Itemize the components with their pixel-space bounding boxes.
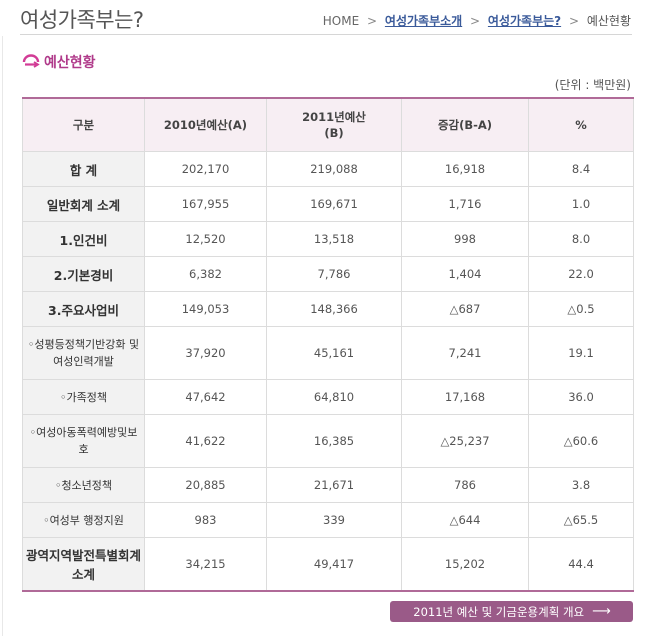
percent-cell: 36.0 <box>528 379 634 415</box>
breadcrumb: HOME > 여성가족부소개 > 여성가족부는? > 예산현황 <box>323 12 631 29</box>
row-category-cell: 합 계 <box>22 151 145 187</box>
percent-cell: 8.0 <box>528 221 634 257</box>
row-category-cell: ◦가족정책 <box>22 379 145 415</box>
table-row: ◦청소년정책 20,885 21,671 786 3.8 <box>22 467 634 503</box>
budget-2011-cell: 49,417 <box>266 537 402 592</box>
pink-circle-arrow-icon <box>22 54 40 68</box>
budget-2011-cell: 45,161 <box>266 326 402 380</box>
percent-cell: △0.5 <box>528 291 634 327</box>
breadcrumb-ministry[interactable]: 여성가족부는? <box>487 14 562 28</box>
row-category-cell: ◦청소년정책 <box>22 467 145 503</box>
table-row: ◦가족정책 47,642 64,810 17,168 36.0 <box>22 379 634 415</box>
percent-cell: 1.0 <box>528 186 634 222</box>
budget-2010-cell: 167,955 <box>144 186 267 222</box>
change-cell: △644 <box>401 502 529 538</box>
content-left-border <box>2 36 3 636</box>
section-title: 예산현황 <box>44 55 96 71</box>
budget-2011-cell: 219,088 <box>266 151 402 187</box>
header-divider <box>20 34 632 35</box>
budget-2010-cell: 149,053 <box>144 291 267 327</box>
row-category-cell: ◦성평등정책기반강화 및 여성인력개발 <box>22 326 145 380</box>
budget-2010-cell: 202,170 <box>144 151 267 187</box>
row-category-cell: 1.인건비 <box>22 221 145 257</box>
budget-2010-cell: 34,215 <box>144 537 267 592</box>
column-header-category: 구분 <box>22 97 145 152</box>
column-header-percent: % <box>528 97 634 152</box>
budget-2011-cell: 21,671 <box>266 467 402 503</box>
column-header-2011: 2011년예산 (B) <box>266 97 402 152</box>
percent-cell: △65.5 <box>528 502 634 538</box>
percent-cell: △60.6 <box>528 414 634 468</box>
change-cell: 1,716 <box>401 186 529 222</box>
table-row: ◦성평등정책기반강화 및 여성인력개발 37,920 45,161 7,241 19.1 <box>22 326 634 380</box>
section-heading: 예산현황 <box>22 52 96 72</box>
change-cell: 1,404 <box>401 256 529 292</box>
breadcrumb-home[interactable]: HOME <box>322 14 360 28</box>
column-header-change: 증감(B-A) <box>401 97 529 152</box>
change-cell: 7,241 <box>401 326 529 380</box>
budget-2010-cell: 983 <box>144 502 267 538</box>
budget-2011-cell: 169,671 <box>266 186 402 222</box>
page-header: 여성가족부는? HOME > 여성가족부소개 > 여성가족부는? > 예산현황 <box>0 0 651 36</box>
budget-2010-cell: 12,520 <box>144 221 267 257</box>
table-row: 2.기본경비 6,382 7,786 1,404 22.0 <box>22 256 634 292</box>
row-category-cell: 3.주요사업비 <box>22 291 145 327</box>
change-cell: 998 <box>401 221 529 257</box>
budget-2011-cell: 7,786 <box>266 256 402 292</box>
change-cell: 17,168 <box>401 379 529 415</box>
row-category-cell: 일반회계 소계 <box>22 186 145 222</box>
table-row: 1.인건비 12,520 13,518 998 8.0 <box>22 221 634 257</box>
budget-2010-cell: 41,622 <box>144 414 267 468</box>
table-row: ◦여성부 행정지원 983 339 △644 △65.5 <box>22 502 634 538</box>
budget-overview-button[interactable]: 2011년 예산 및 기금운용계획 개요 ⟶ <box>390 601 633 622</box>
breadcrumb-chevron-icon: > <box>568 14 579 28</box>
budget-2010-cell: 47,642 <box>144 379 267 415</box>
budget-2010-cell: 6,382 <box>144 256 267 292</box>
percent-cell: 8.4 <box>528 151 634 187</box>
percent-cell: 44.4 <box>528 537 634 592</box>
budget-overview-label: 2011년 예산 및 기금운용계획 개요 <box>413 604 585 619</box>
breadcrumb-about[interactable]: 여성가족부소개 <box>384 14 463 28</box>
budget-2011-cell: 148,366 <box>266 291 402 327</box>
change-cell: 786 <box>401 467 529 503</box>
table-header-row: 구분 2010년예산(A) 2011년예산 (B) 증감(B-A) % <box>22 97 634 152</box>
row-category-cell: ◦여성부 행정지원 <box>22 502 145 538</box>
change-cell: 16,918 <box>401 151 529 187</box>
budget-2010-cell: 20,885 <box>144 467 267 503</box>
row-category-cell: ◦여성아동폭력예방및보호 <box>22 414 145 468</box>
table-row: 광역지역발전특별회계 소계 34,215 49,417 15,202 44.4 <box>22 537 634 592</box>
breadcrumb-chevron-icon: > <box>367 14 378 28</box>
row-category-cell: 2.기본경비 <box>22 256 145 292</box>
change-cell: △25,237 <box>401 414 529 468</box>
budget-2011-cell: 13,518 <box>266 221 402 257</box>
percent-cell: 3.8 <box>528 467 634 503</box>
percent-cell: 22.0 <box>528 256 634 292</box>
budget-2011-cell: 16,385 <box>266 414 402 468</box>
budget-2011-cell: 339 <box>266 502 402 538</box>
unit-label: (단위 : 백만원) <box>554 78 631 92</box>
table-row: 3.주요사업비 149,053 148,366 △687 △0.5 <box>22 291 634 327</box>
long-arrow-right-icon: ⟶ <box>592 604 611 619</box>
table-row: 합 계 202,170 219,088 16,918 8.4 <box>22 151 634 187</box>
change-cell: 15,202 <box>401 537 529 592</box>
page-title: 여성가족부는? <box>20 8 144 32</box>
percent-cell: 19.1 <box>528 326 634 380</box>
budget-2011-cell: 64,810 <box>266 379 402 415</box>
change-cell: △687 <box>401 291 529 327</box>
budget-2010-cell: 37,920 <box>144 326 267 380</box>
column-header-2010: 2010년예산(A) <box>144 97 267 152</box>
row-category-cell: 광역지역발전특별회계 소계 <box>22 537 145 592</box>
table-row: 일반회계 소계 167,955 169,671 1,716 1.0 <box>22 186 634 222</box>
table-row: ◦여성아동폭력예방및보호 41,622 16,385 △25,237 △60.6 <box>22 414 634 468</box>
breadcrumb-chevron-icon: > <box>470 14 481 28</box>
breadcrumb-current: 예산현황 <box>586 14 631 28</box>
